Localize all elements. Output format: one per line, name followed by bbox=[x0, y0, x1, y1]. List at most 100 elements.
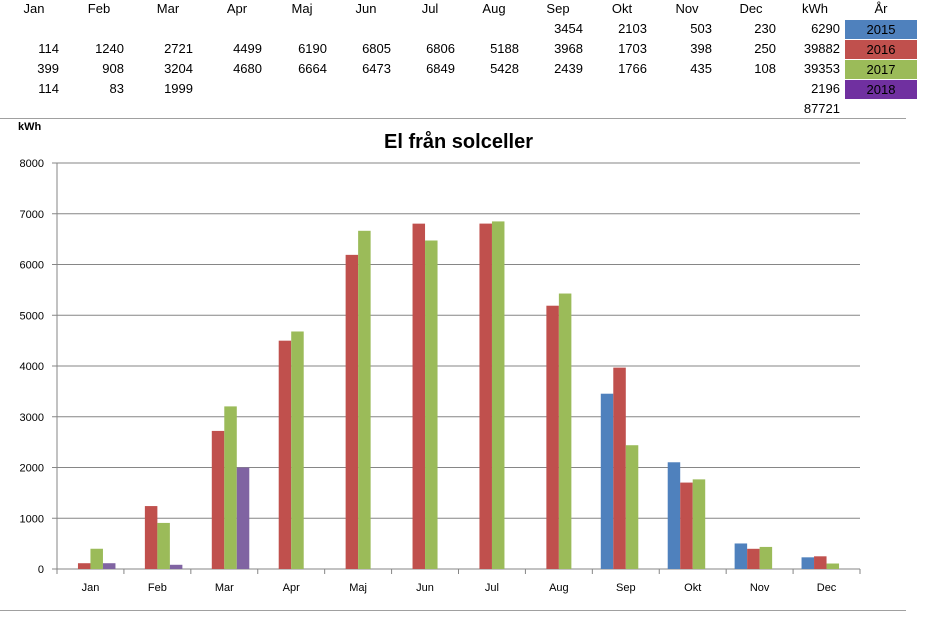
table-cell: 435 bbox=[690, 61, 712, 76]
y-tick-label: 2000 bbox=[20, 463, 44, 475]
table-cell: 3204 bbox=[164, 61, 193, 76]
table-cell: 114 bbox=[38, 81, 59, 96]
bar-2017-dec bbox=[826, 563, 840, 569]
table-cell: 398 bbox=[690, 41, 712, 56]
table-header-feb: Feb bbox=[87, 1, 111, 16]
chart-title: El från solceller bbox=[384, 130, 533, 153]
table-cell: 1999 bbox=[164, 81, 193, 96]
table-cell: 6805 bbox=[362, 41, 391, 56]
table-cell: 83 bbox=[109, 81, 124, 96]
bar-2018-feb bbox=[169, 564, 183, 569]
table-cell: 908 bbox=[102, 61, 124, 76]
y-axis-unit-label: kWh bbox=[18, 121, 42, 133]
table-header-aug: Aug bbox=[482, 1, 506, 16]
bar-2017-jan bbox=[90, 548, 103, 569]
x-tick-label: Jun bbox=[416, 582, 434, 594]
table-cell: 2721 bbox=[164, 41, 193, 56]
table-row-total: 39353 bbox=[803, 61, 840, 76]
bar-2017-aug bbox=[558, 293, 572, 569]
bar-2017-okt bbox=[692, 479, 706, 569]
year-label-2017: 2017 bbox=[845, 60, 917, 79]
y-tick-label: 1000 bbox=[20, 513, 44, 525]
table-cell: 1766 bbox=[618, 61, 647, 76]
bar-2015-okt bbox=[667, 462, 681, 569]
table-cell: 5188 bbox=[490, 41, 519, 56]
y-tick-label: 7000 bbox=[20, 209, 44, 221]
bar-2016-nov bbox=[747, 548, 760, 569]
table-cell: 6473 bbox=[362, 61, 391, 76]
table-cell: 4680 bbox=[233, 61, 262, 76]
bottom-divider bbox=[0, 610, 906, 611]
y-tick-label: 6000 bbox=[20, 260, 44, 272]
x-tick-label: Nov bbox=[750, 582, 770, 594]
year-label-2018: 2018 bbox=[845, 80, 917, 99]
table-cell: 114 bbox=[38, 41, 59, 56]
bar-chart: El från solceller 0 1000 2000 3000 4000 5000 60… bbox=[20, 130, 861, 594]
bar-2017-nov bbox=[759, 546, 773, 569]
bar-2015-nov bbox=[734, 543, 748, 569]
x-tick-label: Okt bbox=[684, 582, 701, 594]
y-tick-label: 0 bbox=[38, 564, 44, 576]
bar-2016-jun bbox=[412, 223, 426, 569]
table-header-nov: Nov bbox=[675, 1, 699, 16]
bar-2017-jun bbox=[425, 240, 438, 569]
bar-2017-mar bbox=[224, 406, 237, 569]
x-tick-label: Dec bbox=[817, 582, 837, 594]
y-tick-label: 5000 bbox=[20, 310, 44, 322]
bar-2016-jul bbox=[479, 223, 492, 569]
y-tick-label: 8000 bbox=[20, 158, 44, 170]
year-label-2016: 2016 bbox=[845, 40, 917, 59]
bar-2015-sep bbox=[600, 393, 614, 569]
bar-2016-apr bbox=[278, 340, 292, 569]
year-label-2015: 2015 bbox=[845, 20, 917, 39]
x-tick-label: Apr bbox=[283, 582, 300, 594]
table-cell: 5428 bbox=[490, 61, 519, 76]
table-header-maj: Maj bbox=[291, 1, 313, 16]
x-tick-label: Jan bbox=[82, 582, 100, 594]
table-cell: 399 bbox=[37, 61, 59, 76]
table-cell: 1703 bbox=[618, 41, 647, 56]
bar-2017-maj bbox=[358, 230, 371, 569]
table-cell: 2103 bbox=[618, 21, 647, 36]
bar-2017-jul bbox=[491, 221, 505, 569]
table-row-total: 39882 bbox=[803, 41, 840, 56]
table-cell: 2439 bbox=[554, 61, 583, 76]
table-cell: 250 bbox=[754, 41, 776, 56]
bar-2015-dec bbox=[801, 557, 815, 569]
table-cell: 230 bbox=[754, 21, 776, 36]
table-cell: 3968 bbox=[554, 41, 583, 56]
bar-2018-jan bbox=[102, 563, 116, 569]
bar-2017-feb bbox=[157, 522, 170, 569]
x-tick-label: Aug bbox=[549, 582, 569, 594]
top-divider bbox=[0, 118, 906, 119]
table-header-jul: Jul bbox=[421, 1, 439, 16]
x-tick-label: Maj bbox=[349, 582, 367, 594]
table-header-apr: Apr bbox=[226, 1, 248, 16]
table-cell: 108 bbox=[754, 61, 776, 76]
table-header-mar: Mar bbox=[156, 1, 180, 16]
x-tick-label: Jul bbox=[485, 582, 499, 594]
data-table: Jan Feb Mar Apr Maj Jun Jul Aug Sep Okt Nov Dec kWh Å… bbox=[0, 0, 948, 118]
table-cell: 6806 bbox=[426, 41, 455, 56]
table-header-jan: Jan bbox=[23, 1, 45, 16]
bar-2018-mar bbox=[236, 467, 250, 569]
bar-2016-maj bbox=[345, 254, 359, 570]
table-cell: 1240 bbox=[95, 41, 124, 56]
table-cell: 4499 bbox=[233, 41, 262, 56]
x-tick-label: Mar bbox=[215, 582, 234, 594]
table-cell: 3454 bbox=[554, 21, 583, 36]
table-cell: 6664 bbox=[298, 61, 327, 76]
table-grand-total: 87721 bbox=[803, 101, 840, 116]
bar-2017-apr bbox=[291, 331, 304, 569]
table-row-total: 6290 bbox=[811, 21, 840, 36]
x-tick-label: Sep bbox=[616, 582, 636, 594]
table-cell: 503 bbox=[690, 21, 712, 36]
y-tick-label: 4000 bbox=[20, 361, 44, 373]
bar-2017-sep bbox=[625, 445, 639, 569]
bar-2016-feb bbox=[144, 506, 158, 569]
bar-2016-sep bbox=[613, 367, 626, 569]
bar-2016-okt bbox=[680, 482, 693, 569]
bar-2016-mar bbox=[211, 430, 225, 569]
table-cell: 6190 bbox=[298, 41, 327, 56]
table-cell: 6849 bbox=[426, 61, 455, 76]
